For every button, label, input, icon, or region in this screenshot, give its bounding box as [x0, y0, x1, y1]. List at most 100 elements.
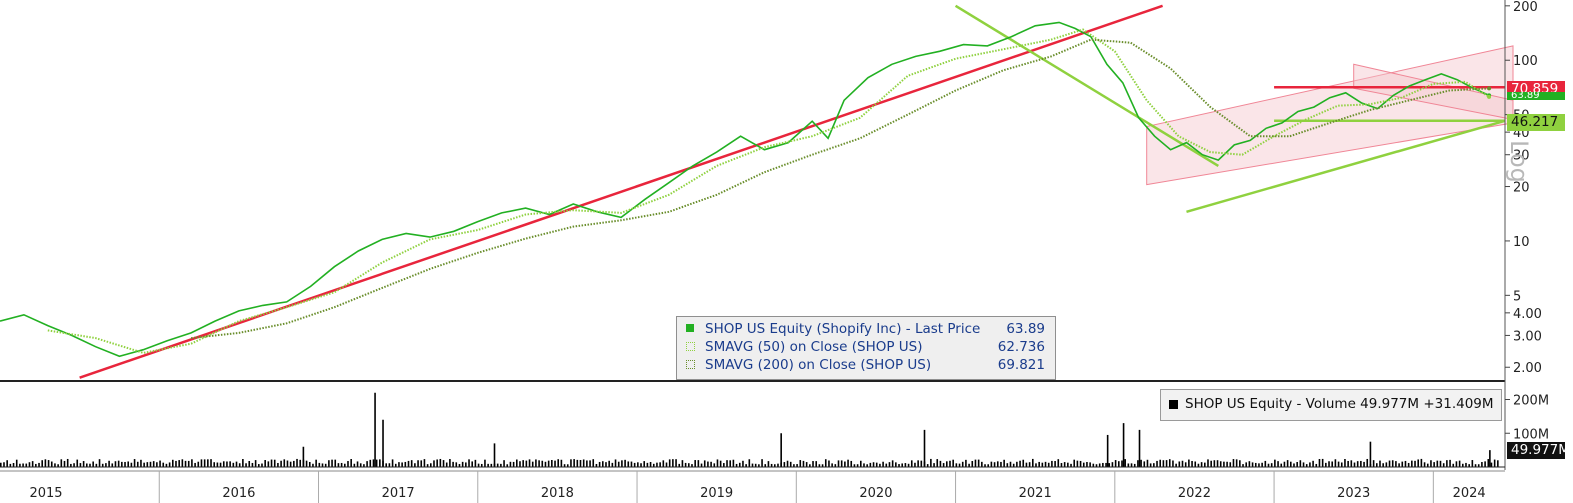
legend-swatch-price [686, 324, 694, 332]
volume-bar-87 [277, 462, 279, 467]
volume-bar-316 [1006, 463, 1009, 467]
volume-bar-382 [1216, 460, 1219, 467]
volume-bar-389 [1239, 460, 1241, 467]
volume-bar-242 [770, 463, 773, 467]
volume-bar-384 [1223, 461, 1225, 467]
volume-bar-216 [688, 463, 690, 467]
volume-bar-393 [1251, 462, 1254, 467]
volume-bar-108 [344, 463, 346, 467]
volume-bar-225 [716, 459, 719, 467]
volume-bar-199 [633, 462, 636, 467]
volume-bar-134 [426, 464, 429, 467]
volume-bar-74 [235, 461, 238, 467]
volume-bar-376 [1197, 463, 1200, 467]
volume-bar-230 [732, 459, 735, 467]
volume-bar-257 [818, 464, 821, 467]
volume-bar-70 [222, 461, 225, 467]
volume-bar-145 [461, 461, 464, 467]
price-tag-last: 63.89 [1507, 92, 1565, 100]
volume-bar-479 [493, 443, 496, 467]
volume-bar-285 [907, 463, 910, 467]
volume-bar-458 [1458, 460, 1461, 467]
volume-bar-57 [181, 459, 184, 467]
volume-bar-263 [837, 460, 840, 467]
volume-bar-397 [1264, 460, 1267, 467]
volume-bar-455 [1449, 459, 1451, 467]
price-tick-label-1: 100 [1513, 54, 1538, 69]
volume-bar-232 [738, 462, 741, 467]
price-tick-label-5: 20 [1513, 181, 1530, 196]
volume-bar-84 [267, 461, 270, 467]
volume-bar-131 [417, 460, 419, 467]
volume-bar-219 [697, 460, 700, 467]
volume-bar-435 [1385, 462, 1388, 467]
volume-bar-377 [1200, 462, 1203, 467]
volume-bar-445 [1417, 459, 1420, 467]
volume-bar-442 [1407, 462, 1410, 467]
price-tick-label-9: 3.00 [1513, 329, 1542, 344]
volume-bar-86 [273, 459, 276, 467]
year-label-9: 2024 [1453, 486, 1486, 501]
volume-bar-208 [662, 460, 665, 467]
volume-bar-361 [1149, 463, 1152, 467]
volume-bar-241 [767, 461, 770, 467]
volume-bar-291 [926, 464, 929, 467]
volume-bar-270 [860, 460, 862, 467]
volume-bar-99 [315, 459, 317, 467]
volume-bar-436 [1388, 460, 1391, 467]
volume-bar-9 [28, 462, 31, 467]
volume-bar-59 [187, 460, 190, 467]
volume-bar-275 [875, 462, 878, 467]
volume-bar-25 [79, 463, 82, 467]
volume-bar-299 [952, 459, 954, 467]
volume-bar-100 [318, 462, 321, 467]
volume-bar-69 [219, 462, 222, 467]
volume-tick-label-1: 100M [1513, 427, 1549, 442]
volume-bar-141 [449, 459, 451, 467]
volume-bar-135 [430, 463, 432, 467]
volume-bar-341 [1086, 462, 1088, 467]
volume-bar-312 [993, 462, 996, 467]
volume-bar-12 [38, 462, 40, 467]
volume-bar-162 [516, 459, 518, 467]
volume-bar-177 [563, 464, 566, 467]
volume-bar-209 [665, 462, 668, 467]
volume-bar-413 [1315, 463, 1318, 467]
price-tag-support: 46.217 [1507, 114, 1565, 131]
volume-bar-419 [1334, 459, 1337, 467]
volume-bar-192 [611, 462, 614, 467]
volume-bar-182 [579, 459, 582, 467]
volume-bar-392 [1248, 461, 1251, 467]
volume-bar-164 [522, 460, 524, 467]
volume-bar-478 [302, 446, 305, 467]
volume-bar-81 [258, 464, 260, 467]
volume-bar-173 [551, 459, 553, 467]
volume-bar-268 [853, 464, 856, 467]
volume-bar-247 [786, 460, 789, 467]
volume-bar-82 [261, 463, 263, 467]
volume-bar-233 [742, 460, 744, 467]
volume-bar-375 [1194, 461, 1197, 467]
legend-label-sma50: SMAVG (50) on Close (SHOP US) [705, 339, 923, 355]
volume-bar-310 [987, 464, 990, 467]
year-label-5: 2020 [859, 486, 892, 501]
volume-bar-381 [1213, 460, 1216, 467]
volume-bar-462 [1471, 460, 1474, 467]
volume-bar-75 [238, 463, 241, 467]
volume-bar-236 [751, 463, 754, 467]
volume-bar-273 [869, 462, 872, 467]
volume-bar-428 [1363, 461, 1365, 467]
volume-bar-328 [1044, 461, 1047, 467]
trendline-4 [1186, 119, 1506, 213]
volume-bar-28 [89, 463, 91, 467]
volume-bar-379 [1207, 459, 1209, 467]
volume-bar-98 [312, 463, 314, 467]
volume-bar-128 [407, 460, 410, 467]
volume-bar-153 [487, 463, 489, 467]
volume-bar-418 [1331, 461, 1334, 467]
volume-bar-215 [684, 462, 687, 467]
volume-bar-373 [1188, 459, 1190, 467]
series-line-2 [190, 38, 1490, 340]
volume-bar-19 [60, 459, 63, 467]
